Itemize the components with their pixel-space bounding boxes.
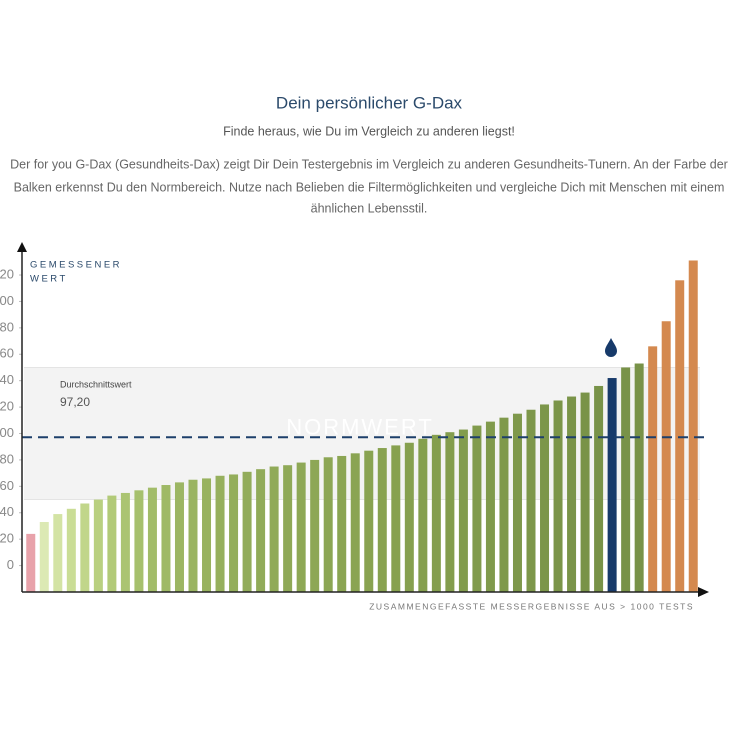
bar [120,492,130,592]
bar [296,462,306,592]
bar [661,321,671,592]
y-tick-label: 80 [0,451,14,466]
bar [526,409,536,592]
average-value: 97,20 [60,395,90,409]
y-tick-label: 100 [0,425,14,440]
bar [404,442,414,592]
intro-line: Balken erkennst Du den Normbereich. Nutz… [14,180,725,194]
y-axis-arrow [17,242,27,252]
bar [499,417,509,592]
bar [229,474,239,592]
bar [39,522,49,592]
intro-line: ähnlichen Lebensstil. [311,201,428,215]
bar [377,448,387,592]
bar [147,487,157,592]
bar [458,429,468,592]
y-tick-label: 140 [0,372,14,387]
bar [472,425,482,592]
y-tick-label: 0 [7,557,14,572]
bar [688,260,698,592]
bar [675,280,685,592]
you-marker [605,338,617,357]
y-tick-label: 220 [0,266,14,281]
bar [621,367,631,592]
bar [445,432,455,592]
bar [202,478,212,592]
average-label: Durchschnittswert [60,379,132,389]
bar [215,475,225,592]
bar [540,404,550,592]
y-tick-label: 120 [0,399,14,414]
bar [269,466,279,592]
y-tick-label: 40 [0,504,14,519]
bar [418,438,428,592]
bar [607,378,617,592]
bar [485,421,495,592]
bar [93,499,103,592]
y-tick-label: 160 [0,346,14,361]
bar [134,490,144,592]
bar [188,479,198,592]
subtitle: Finde heraus, wie Du im Vergleich zu and… [223,124,515,138]
bar [66,508,76,592]
x-axis-label: ZUSAMMENGEFASSTE MESSERGEBNISSE AUS > 10… [369,601,694,611]
y-tick-label: 60 [0,478,14,493]
bar [553,400,563,592]
bar [594,385,604,592]
bar [26,533,36,592]
x-axis-arrow [698,587,709,597]
y-tick-label: 180 [0,319,14,334]
y-axis-label: GEMESSENER [30,260,122,271]
norm-label: NORMWERT [286,414,434,439]
y-axis-label: WERT [30,274,68,285]
bar [431,434,441,592]
bar [580,392,590,592]
bar [242,471,252,592]
bar [80,503,90,592]
bar [283,465,293,592]
bar [174,482,184,592]
bar [161,485,171,592]
bar [53,514,63,592]
bar [310,459,320,592]
bar [350,453,360,592]
bar [567,396,577,592]
bar [107,495,117,592]
bar [648,346,658,592]
bar [323,457,333,592]
bar [364,450,374,592]
y-tick-label: 200 [0,293,14,308]
title: Dein persönlicher G-Dax [276,93,463,112]
bar [337,455,347,592]
bar [512,413,522,592]
bar [391,445,401,592]
bar [634,363,644,592]
bar [256,469,266,592]
y-tick-label: 20 [0,531,14,546]
intro-line: Der for you G-Dax (Gesundheits-Dax) zeig… [10,157,728,171]
